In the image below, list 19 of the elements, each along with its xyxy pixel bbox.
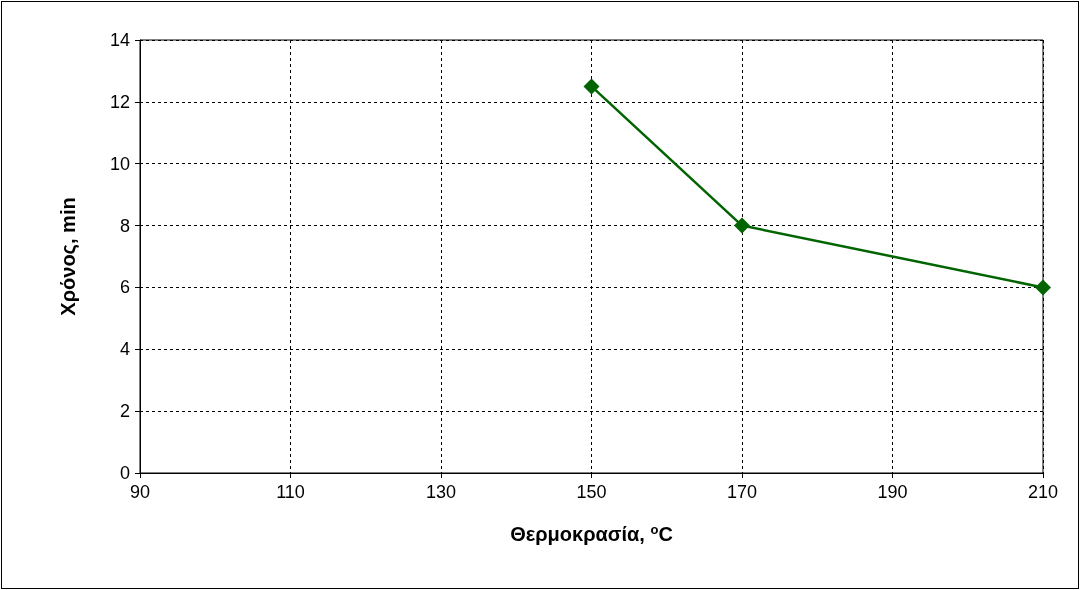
y-tick-label: 12 [109,91,130,112]
point [1035,279,1051,296]
point [734,217,750,234]
y-tick-label: 2 [119,401,130,422]
y-tick-label: 8 [119,215,130,236]
y-tick-label: 10 [109,153,130,174]
x-tick-label: 110 [276,482,305,502]
x-tick-label: 130 [425,482,457,502]
y-tick-label: 4 [119,339,130,360]
x-tick-label: 90 [129,482,151,502]
x-tick-label: 150 [576,482,607,502]
y-tick-label: 6 [119,277,130,298]
x-tick-label: 210 [1027,482,1059,502]
y-axis-title: Χρόνος, min [57,197,79,316]
point [583,78,600,95]
x-tick-label: 190 [877,482,908,502]
y-tick-label: 14 [109,30,130,50]
x-tick-label: 170 [726,482,758,502]
y-tick-label: 0 [119,463,130,483]
